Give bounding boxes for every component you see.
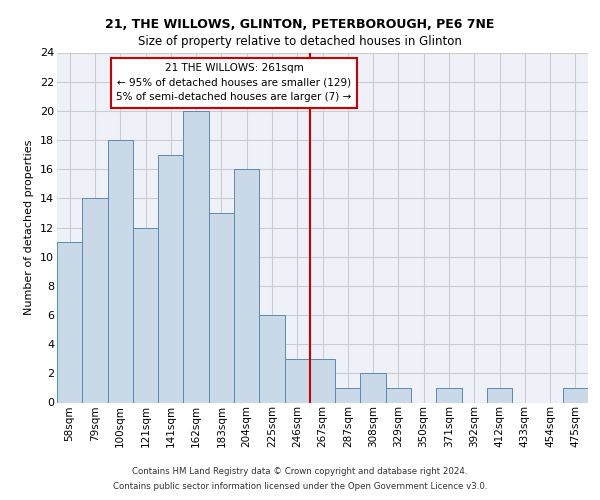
Text: Contains public sector information licensed under the Open Government Licence v3: Contains public sector information licen… (113, 482, 487, 491)
Text: Contains HM Land Registry data © Crown copyright and database right 2024.: Contains HM Land Registry data © Crown c… (132, 467, 468, 476)
Bar (386, 388, 411, 402)
Bar (259, 315, 284, 402)
Text: 21, THE WILLOWS, GLINTON, PETERBOROUGH, PE6 7NE: 21, THE WILLOWS, GLINTON, PETERBOROUGH, … (106, 18, 494, 30)
Bar (361, 374, 386, 402)
Bar (284, 359, 310, 403)
Bar (436, 388, 461, 402)
Bar (57, 242, 82, 402)
Bar (310, 359, 335, 403)
Bar (158, 154, 184, 402)
Bar (133, 228, 158, 402)
Bar (107, 140, 133, 402)
Y-axis label: Number of detached properties: Number of detached properties (25, 140, 34, 315)
Text: Size of property relative to detached houses in Glinton: Size of property relative to detached ho… (138, 35, 462, 48)
Bar (234, 169, 259, 402)
Bar (82, 198, 107, 402)
Text: 21 THE WILLOWS: 261sqm
← 95% of detached houses are smaller (129)
5% of semi-det: 21 THE WILLOWS: 261sqm ← 95% of detached… (116, 62, 352, 102)
Bar (487, 388, 512, 402)
Bar (563, 388, 588, 402)
Bar (184, 111, 209, 403)
Bar (335, 388, 361, 402)
Bar (209, 213, 234, 402)
